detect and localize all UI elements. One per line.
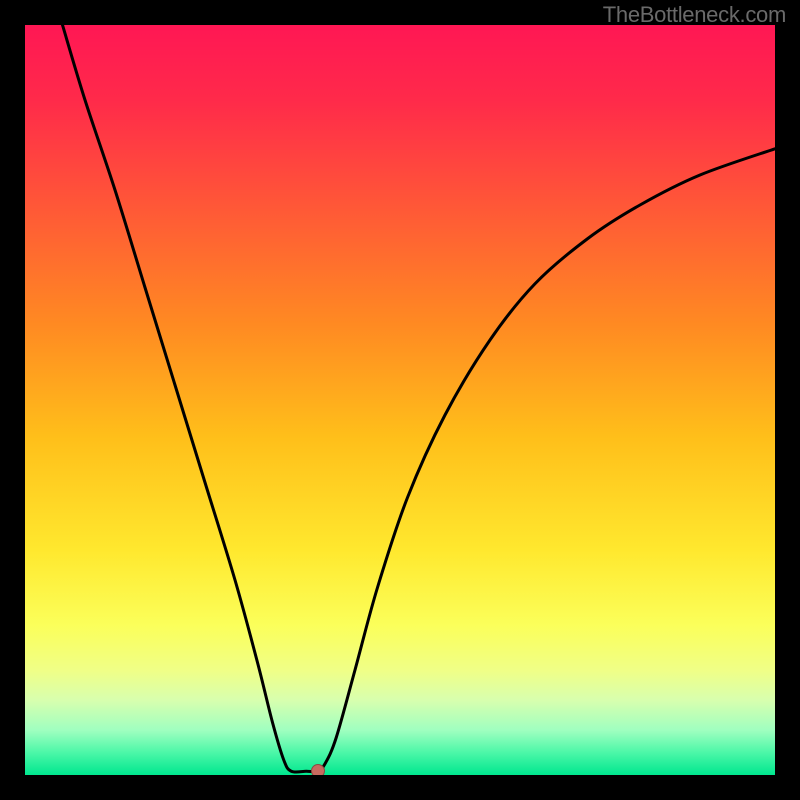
chart-container: TheBottleneck.com [0, 0, 800, 800]
plot-area [25, 25, 775, 775]
watermark-text: TheBottleneck.com [603, 2, 786, 28]
bottleneck-curve [25, 25, 775, 775]
optimum-marker [311, 764, 325, 775]
